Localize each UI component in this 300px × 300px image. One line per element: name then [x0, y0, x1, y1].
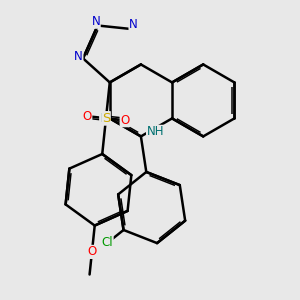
- Text: O: O: [87, 245, 97, 258]
- Text: N: N: [100, 112, 109, 125]
- Text: Cl: Cl: [101, 236, 113, 250]
- Text: N: N: [92, 15, 100, 28]
- Text: O: O: [120, 114, 130, 127]
- Text: NH: NH: [147, 125, 164, 138]
- Text: O: O: [82, 110, 92, 123]
- Text: N: N: [74, 50, 83, 63]
- Text: S: S: [102, 112, 110, 125]
- Text: N: N: [129, 18, 138, 31]
